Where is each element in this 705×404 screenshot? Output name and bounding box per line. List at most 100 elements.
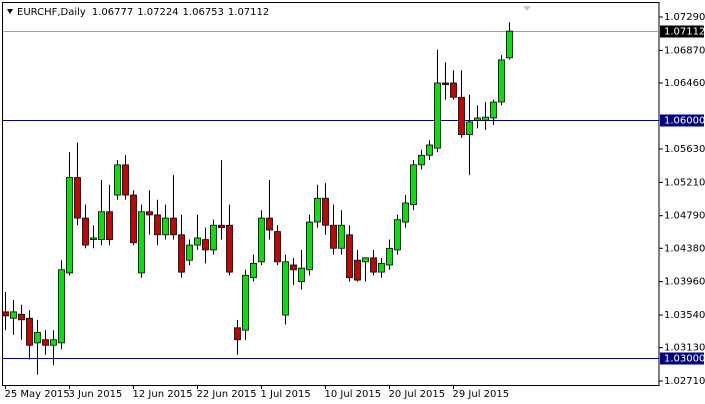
candle-body — [194, 237, 201, 246]
x-tick-label: 22 Jun 2015 — [197, 389, 257, 400]
candle-body — [98, 211, 105, 240]
candle-body — [90, 237, 97, 240]
candle-body — [234, 327, 241, 341]
level-label: 1.06000 — [664, 116, 705, 127]
candle-body — [458, 96, 465, 136]
candle-body — [58, 269, 65, 344]
candle-body — [466, 121, 473, 136]
candle-body — [258, 217, 265, 263]
candle-body — [290, 264, 297, 271]
current-price-label: 1.07112 — [664, 27, 705, 38]
candle-body — [114, 164, 121, 196]
candle-body — [506, 30, 513, 59]
candle-body — [178, 234, 185, 273]
candle-body — [186, 244, 193, 261]
y-tick-label: 1.05210 — [664, 177, 705, 188]
y-tick-label: 1.03960 — [664, 277, 705, 288]
candle-body — [162, 217, 169, 236]
candle-body — [202, 239, 209, 251]
y-tick-label: 1.04380 — [664, 243, 705, 254]
y-tick-label: 1.06870 — [664, 45, 705, 56]
candle-body — [426, 144, 433, 156]
candle-body — [402, 202, 409, 223]
x-tick-label: 12 Jun 2015 — [133, 389, 193, 400]
candle-body — [10, 311, 17, 319]
x-tick-label: 3 Jun 2015 — [69, 389, 123, 400]
header-close: 1.07112 — [228, 7, 269, 18]
candle-body — [26, 317, 33, 346]
candle-body — [282, 261, 289, 316]
candle-body — [2, 311, 9, 317]
shift-marker — [523, 6, 531, 11]
header-open: 1.06777 — [92, 7, 133, 18]
candle-body — [42, 339, 49, 346]
current-price-box — [660, 25, 704, 38]
y-tick-label: 1.02710 — [664, 376, 705, 387]
candle-body — [274, 231, 281, 263]
x-tick-label: 25 May 2015 — [5, 389, 70, 400]
candle-body — [450, 82, 457, 98]
candle-body — [354, 259, 361, 281]
candle-body — [122, 164, 129, 196]
candle-body — [82, 217, 89, 246]
candle-body — [66, 177, 73, 274]
y-tick-label: 1.07290 — [664, 12, 705, 23]
candle-body — [146, 211, 153, 216]
x-tick-label: 10 Jul 2015 — [325, 389, 382, 400]
candle-body — [474, 117, 481, 121]
candle-body — [394, 219, 401, 251]
candle-body — [226, 224, 233, 273]
x-tick-label: 29 Jul 2015 — [453, 389, 510, 400]
candle-body — [250, 262, 257, 279]
candle-body — [74, 177, 81, 219]
candle-body — [306, 221, 313, 271]
level-label: 1.03000 — [664, 354, 705, 365]
level-label-box — [660, 114, 704, 127]
candle-body — [338, 224, 345, 249]
candle-body — [362, 257, 369, 263]
candle-body — [442, 82, 449, 85]
y-tick-label: 1.03130 — [664, 343, 705, 354]
y-tick-label: 1.06460 — [664, 78, 705, 89]
y-tick-label: 1.03540 — [664, 310, 705, 321]
candle-body — [410, 164, 417, 205]
candle-body — [378, 262, 385, 273]
candle-body — [154, 214, 161, 236]
candle-body — [298, 267, 305, 283]
candle-body — [490, 101, 497, 119]
y-tick-label: 1.04790 — [664, 211, 705, 222]
x-tick-label: 20 Jul 2015 — [389, 389, 446, 400]
level-label-box — [660, 352, 704, 365]
candle-body — [314, 197, 321, 223]
candle-body — [386, 247, 393, 266]
candle-body — [106, 211, 113, 240]
symbol-menu-arrow — [7, 9, 13, 14]
header-high: 1.07224 — [137, 7, 178, 18]
chart-header: EURCHF,Daily 1.06777 1.07224 1.06753 1.07112 — [17, 7, 269, 18]
candle-body — [482, 116, 489, 121]
header-low: 1.06753 — [183, 7, 224, 18]
candle-body — [266, 217, 273, 231]
x-tick-label: 1 Jul 2015 — [261, 389, 311, 400]
candle-body — [138, 211, 145, 274]
candle-body — [34, 332, 41, 344]
candle-body — [210, 224, 217, 251]
candle-body — [218, 224, 225, 229]
chart-title: EURCHF,Daily — [17, 7, 86, 18]
candle-body — [498, 59, 505, 103]
y-tick-label: 1.05630 — [664, 144, 705, 155]
candle-body — [18, 313, 25, 321]
candle-body — [170, 217, 177, 236]
candle-body — [346, 234, 353, 279]
candle-body — [50, 339, 57, 346]
candle-body — [330, 224, 337, 249]
candle-body — [418, 154, 425, 166]
candle-body — [370, 257, 377, 273]
candle-body — [322, 197, 329, 226]
candle-body — [434, 82, 441, 149]
plot-frame — [2, 2, 660, 386]
candle-body — [242, 274, 249, 331]
candle-body — [130, 194, 137, 244]
